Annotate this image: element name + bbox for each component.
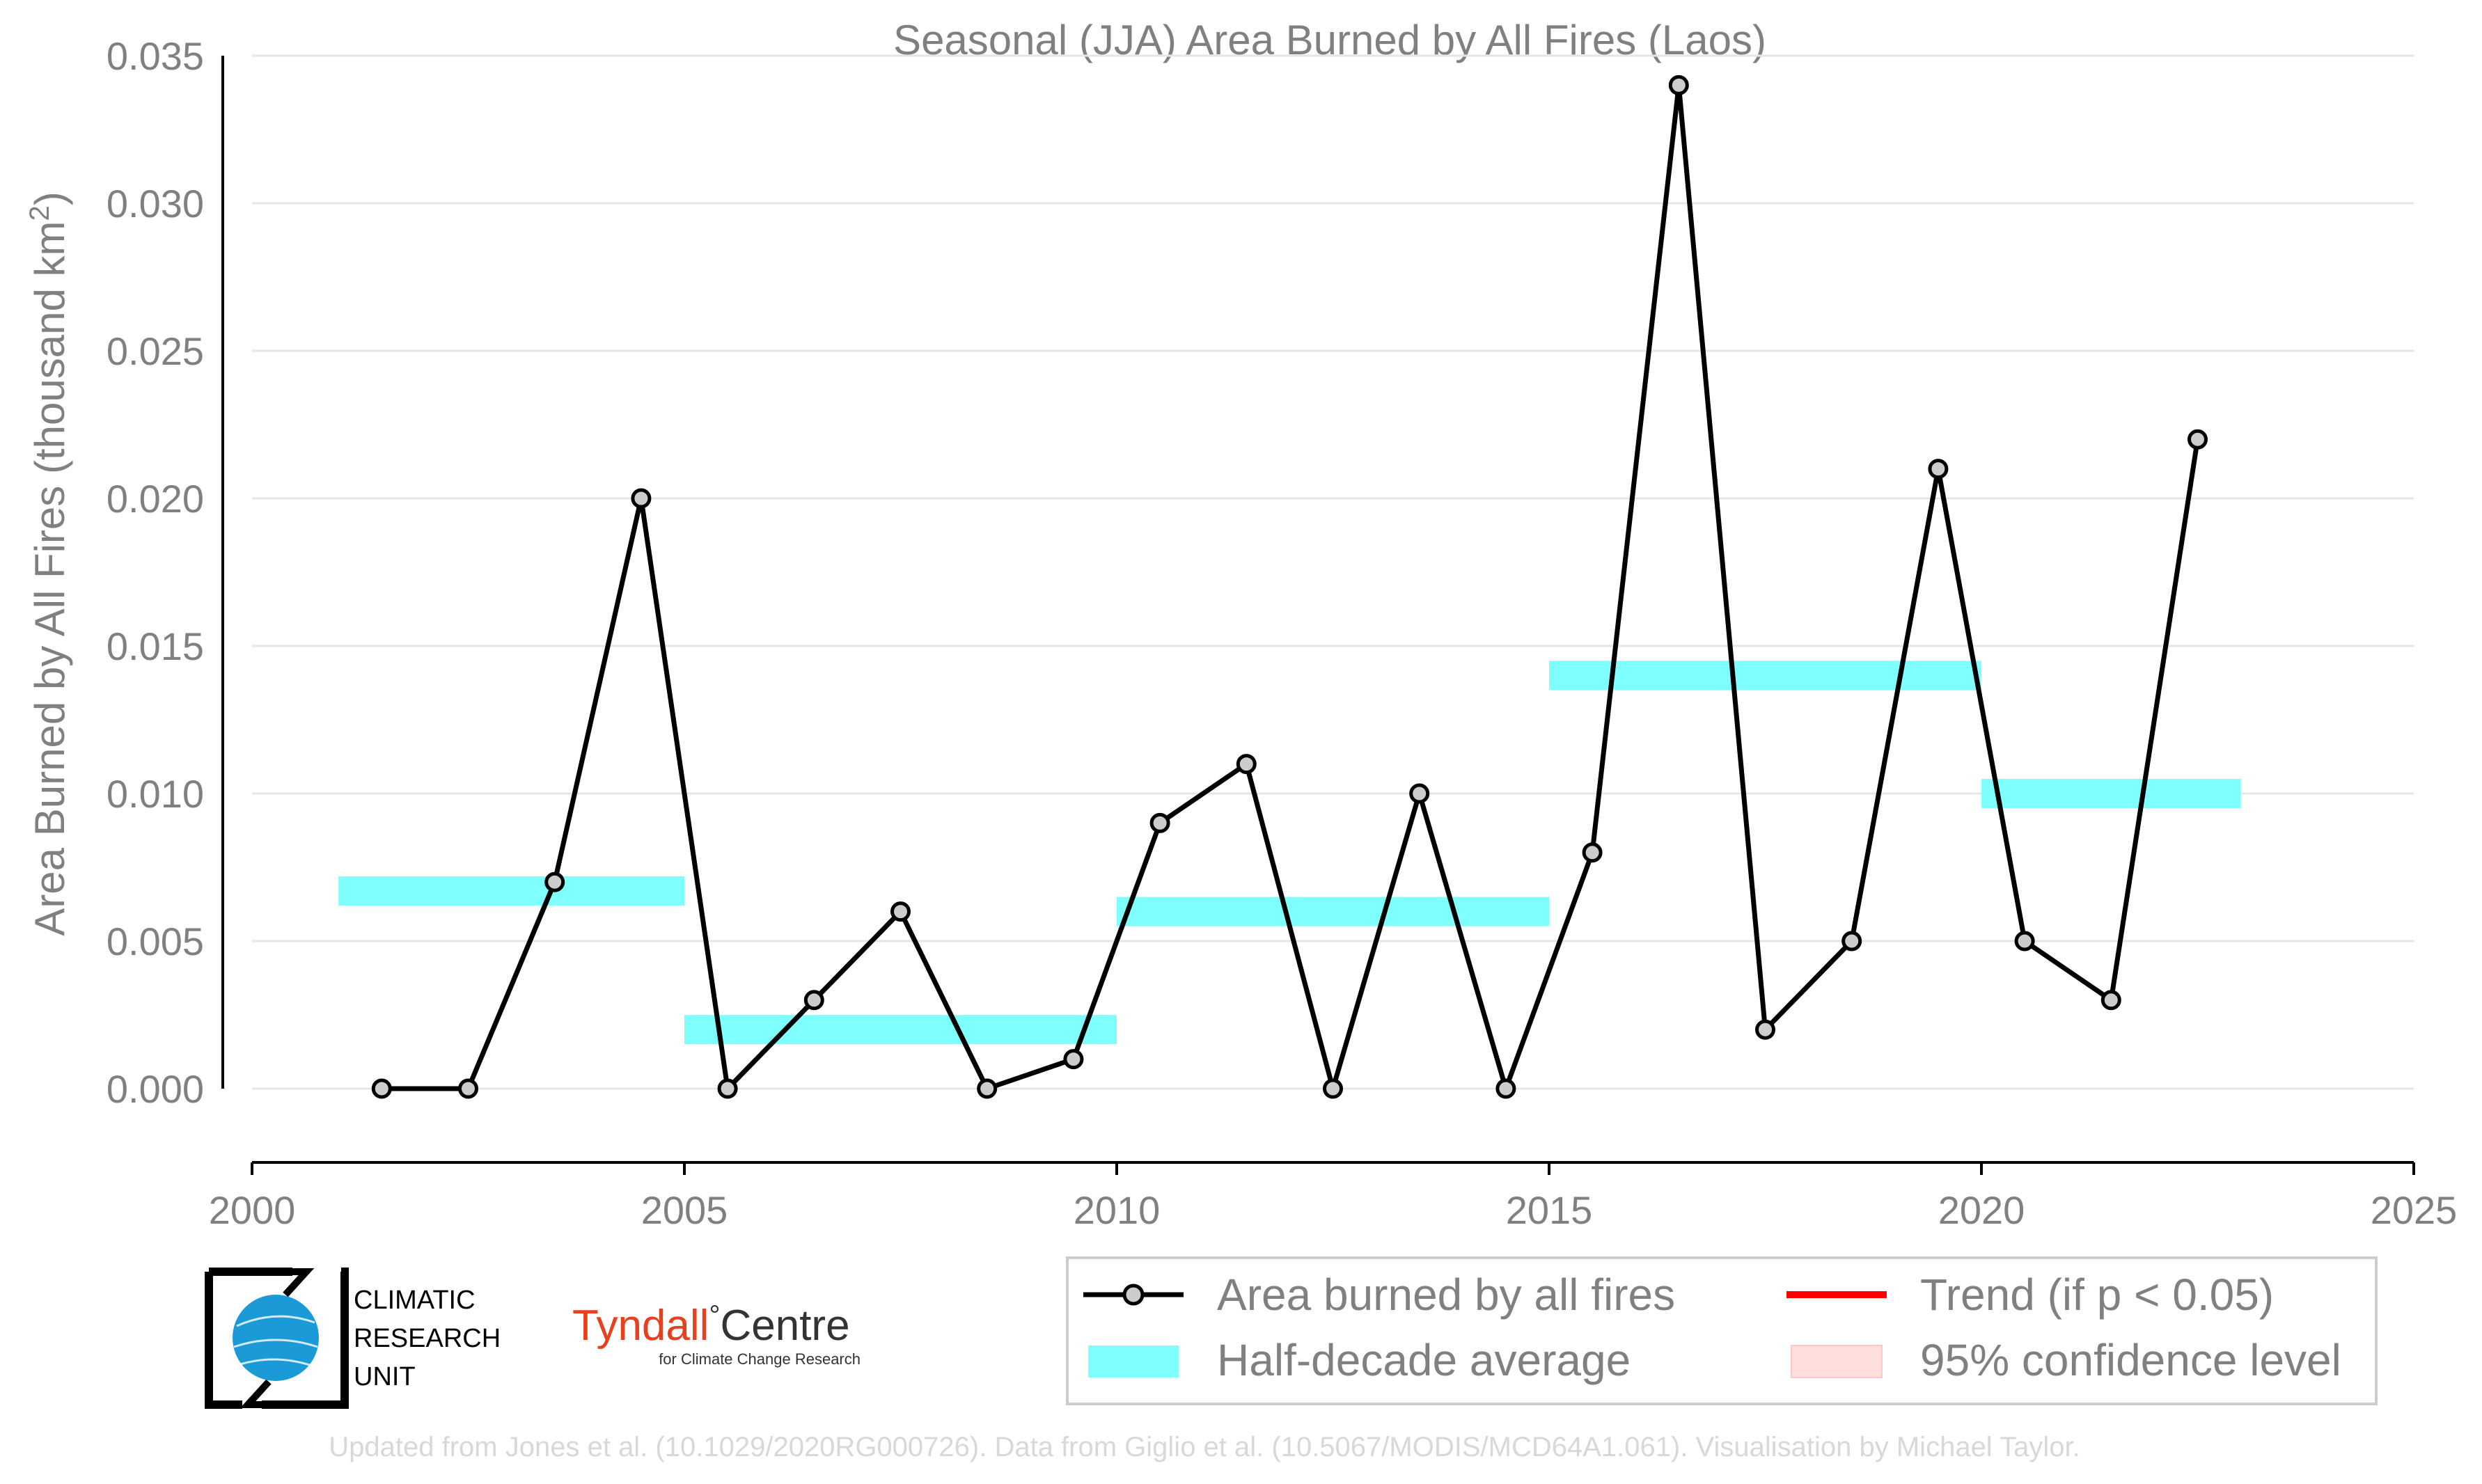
y-tick-label-7: 0.035 <box>107 34 204 78</box>
axes <box>221 56 2415 1175</box>
data-point-6 <box>890 901 911 922</box>
x-tick-label-4: 2020 <box>1938 1188 2025 1232</box>
legend-label-confidence: 95% confidence level <box>1920 1335 2341 1385</box>
legend-label-half-decade: Half-decade average <box>1217 1335 1631 1385</box>
data-point-9 <box>1149 812 1170 833</box>
legend-box <box>1066 1256 2378 1405</box>
y-tick-label-5: 0.025 <box>107 329 204 373</box>
data-point-18 <box>1928 459 1949 480</box>
x-tick-label-3: 2015 <box>1506 1188 1593 1232</box>
data-point-15 <box>1668 74 1689 95</box>
series-area-burned <box>371 74 2208 1099</box>
legend-label-trend: Trend (if p < 0.05) <box>1920 1270 2274 1320</box>
tyndall-degree: ° <box>709 1300 720 1331</box>
y-tick-label-0: 0.000 <box>107 1067 204 1111</box>
cru-line-2: RESEARCH <box>354 1324 501 1353</box>
legend: Area burned by all fires Trend (if p < 0… <box>1066 1256 2378 1405</box>
y-tick-labels: 0.000 0.005 0.010 0.015 0.020 0.025 0.030 0.035 <box>107 34 204 1111</box>
cru-line-1: CLIMATIC <box>354 1286 476 1315</box>
tyndall-subtitle: for Climate Change Research <box>659 1350 861 1368</box>
gridlines <box>252 54 2414 1090</box>
legend-swatch-half-decade <box>1088 1345 1179 1378</box>
tyndall-centre: Centre <box>720 1302 849 1350</box>
data-point-11 <box>1323 1078 1343 1099</box>
x-tick-label-5: 2025 <box>2371 1188 2458 1232</box>
data-point-16 <box>1755 1019 1775 1040</box>
data-point-10 <box>1236 754 1257 775</box>
y-axis-label: Area Burned by All Fires (thousand km2) <box>24 191 73 936</box>
cru-logo: CLIMATIC RESEARCH UNIT <box>205 1268 501 1409</box>
data-point-3 <box>631 488 652 509</box>
data-point-17 <box>1841 931 1862 952</box>
svg-text:Tyndall°Centre: Tyndall°Centre <box>572 1300 850 1350</box>
y-tick-label-1: 0.005 <box>107 919 204 963</box>
data-point-21 <box>2188 429 2208 450</box>
globe-icon <box>233 1295 319 1381</box>
data-point-20 <box>2100 990 2121 1011</box>
half-decade-bar-1 <box>684 1015 1117 1045</box>
data-point-12 <box>1409 783 1430 804</box>
x-tick-label-1: 2005 <box>641 1188 728 1232</box>
data-point-0 <box>371 1078 392 1099</box>
tyndall-logo: Tyndall°Centre for Climate Change Resear… <box>572 1300 861 1368</box>
data-point-7 <box>977 1078 998 1099</box>
x-tick-label-2: 2010 <box>1074 1188 1161 1232</box>
cru-line-3: UNIT <box>354 1362 416 1391</box>
y-tick-label-3: 0.015 <box>107 624 204 668</box>
y-tick-label-6: 0.030 <box>107 182 204 226</box>
y-tick-label-2: 0.010 <box>107 772 204 816</box>
y-tick-label-4: 0.020 <box>107 477 204 521</box>
data-point-13 <box>1495 1078 1516 1099</box>
legend-marker-area-burned <box>1122 1284 1145 1306</box>
legend-label-area-burned: Area burned by all fires <box>1217 1270 1675 1320</box>
half-decade-bar-3 <box>1549 661 1981 690</box>
data-point-2 <box>544 871 565 892</box>
half-decade-average-bars <box>338 661 2241 1045</box>
half-decade-bar-2 <box>1117 897 1549 926</box>
data-point-1 <box>458 1078 478 1099</box>
x-tick-label-0: 2000 <box>209 1188 296 1232</box>
data-point-4 <box>717 1078 738 1099</box>
legend-swatch-confidence <box>1791 1345 1883 1378</box>
half-decade-bar-4 <box>1981 779 2241 808</box>
y-axis-label-superscript: 2 <box>24 205 55 221</box>
data-point-5 <box>803 990 824 1011</box>
data-point-8 <box>1063 1049 1084 1070</box>
credit-line: Updated from Jones et al. (10.1029/2020R… <box>329 1432 2080 1462</box>
data-point-19 <box>2014 931 2035 952</box>
x-tick-labels: 2000 2005 2010 2015 2020 2025 <box>209 1188 2458 1232</box>
series-line-0 <box>382 82 2200 1091</box>
half-decade-bar-0 <box>338 876 684 906</box>
data-point-14 <box>1582 842 1603 863</box>
tyndall-main: Tyndall <box>572 1302 709 1350</box>
